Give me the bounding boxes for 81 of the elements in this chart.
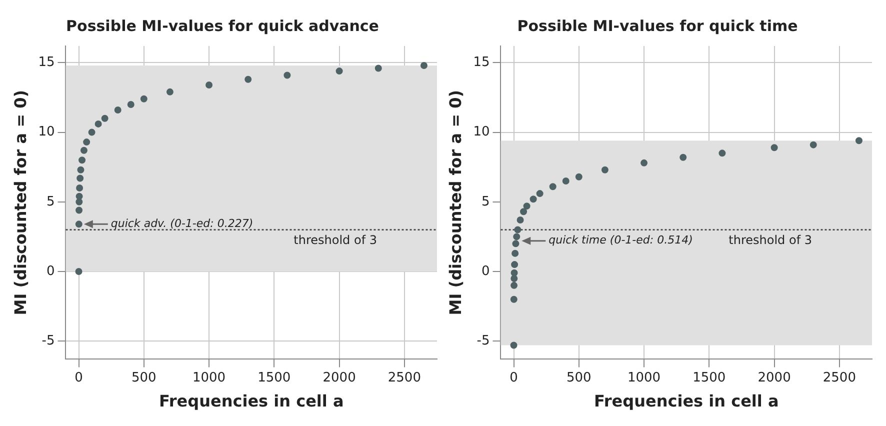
point bbox=[536, 190, 544, 198]
x-tick-label: 2500 bbox=[822, 370, 856, 386]
point bbox=[76, 192, 83, 200]
y-tick-label: 15 bbox=[473, 55, 490, 70]
y-tick-label: 5 bbox=[481, 194, 490, 210]
y-tick-label: 5 bbox=[46, 194, 55, 210]
point bbox=[575, 173, 582, 180]
point bbox=[76, 174, 84, 182]
point bbox=[549, 183, 556, 190]
point bbox=[284, 72, 291, 79]
point bbox=[512, 240, 520, 248]
point bbox=[520, 208, 528, 216]
point bbox=[514, 226, 522, 234]
point bbox=[523, 202, 530, 210]
x-axis-title: Frequencies in cell a bbox=[158, 392, 344, 411]
point bbox=[76, 184, 84, 192]
point bbox=[513, 233, 520, 240]
y-tick-label: 10 bbox=[38, 124, 55, 140]
x-tick-label: 1000 bbox=[627, 370, 661, 386]
point bbox=[76, 198, 83, 206]
x-tick-label: 2500 bbox=[388, 370, 421, 386]
x-tick-label: 1500 bbox=[258, 370, 291, 386]
point bbox=[511, 261, 518, 268]
annotation: quick time (0-1-ed: 0.514) bbox=[548, 234, 693, 247]
point bbox=[510, 342, 518, 349]
point bbox=[562, 178, 570, 185]
chart-title: Possible MI-values for quick advance bbox=[66, 16, 379, 35]
point bbox=[206, 81, 213, 88]
point bbox=[78, 156, 86, 164]
x-tick-label: 0 bbox=[510, 370, 518, 386]
point bbox=[420, 62, 428, 69]
point bbox=[718, 150, 726, 157]
point bbox=[601, 166, 608, 174]
point bbox=[512, 250, 519, 257]
y-tick-label: 10 bbox=[473, 124, 490, 140]
point bbox=[166, 88, 174, 96]
point bbox=[75, 268, 82, 276]
chart-title: Possible MI-values for quick time bbox=[517, 16, 798, 35]
point bbox=[510, 274, 518, 282]
point bbox=[94, 120, 102, 128]
point bbox=[114, 106, 122, 114]
point bbox=[640, 159, 648, 166]
y-tick-label: 15 bbox=[38, 55, 55, 70]
point bbox=[510, 269, 518, 276]
x-tick-label: 1500 bbox=[692, 370, 726, 386]
x-tick-label: 2000 bbox=[322, 370, 356, 386]
x-axis-title: Frequencies in cell a bbox=[594, 392, 779, 411]
point bbox=[530, 196, 537, 203]
x-tick-label: 500 bbox=[131, 370, 156, 386]
y-tick-label: -5 bbox=[42, 333, 55, 348]
x-tick-label: 500 bbox=[566, 370, 592, 386]
point bbox=[77, 166, 84, 174]
point bbox=[680, 154, 687, 161]
x-tick-label: 1000 bbox=[192, 370, 226, 386]
point bbox=[83, 138, 90, 146]
y-axis-title: MI (discounted for a = 0) bbox=[10, 90, 30, 316]
x-tick-label: 0 bbox=[74, 370, 83, 386]
y-tick-label: 0 bbox=[481, 264, 490, 279]
point bbox=[374, 64, 382, 72]
point bbox=[510, 296, 518, 303]
point bbox=[140, 95, 148, 102]
point bbox=[80, 146, 88, 154]
point bbox=[770, 144, 778, 152]
point bbox=[244, 76, 252, 83]
point bbox=[88, 128, 96, 136]
annotation: quick adv. (0-1-ed: 0.227) bbox=[110, 217, 254, 230]
y-axis-title: MI (discounted for a = 0) bbox=[446, 90, 465, 316]
point bbox=[127, 100, 134, 108]
ref-line-label: threshold of 3 bbox=[728, 232, 812, 247]
point bbox=[76, 206, 83, 214]
point bbox=[510, 282, 518, 289]
ref-line-label: threshold of 3 bbox=[294, 232, 377, 247]
point bbox=[75, 220, 82, 228]
x-tick-label: 2000 bbox=[758, 370, 791, 386]
y-tick-label: 0 bbox=[46, 264, 55, 279]
point bbox=[810, 141, 817, 148]
point bbox=[101, 114, 108, 122]
point bbox=[336, 68, 343, 75]
y-tick-label: -5 bbox=[476, 333, 490, 348]
point bbox=[516, 216, 524, 224]
point bbox=[855, 137, 862, 144]
